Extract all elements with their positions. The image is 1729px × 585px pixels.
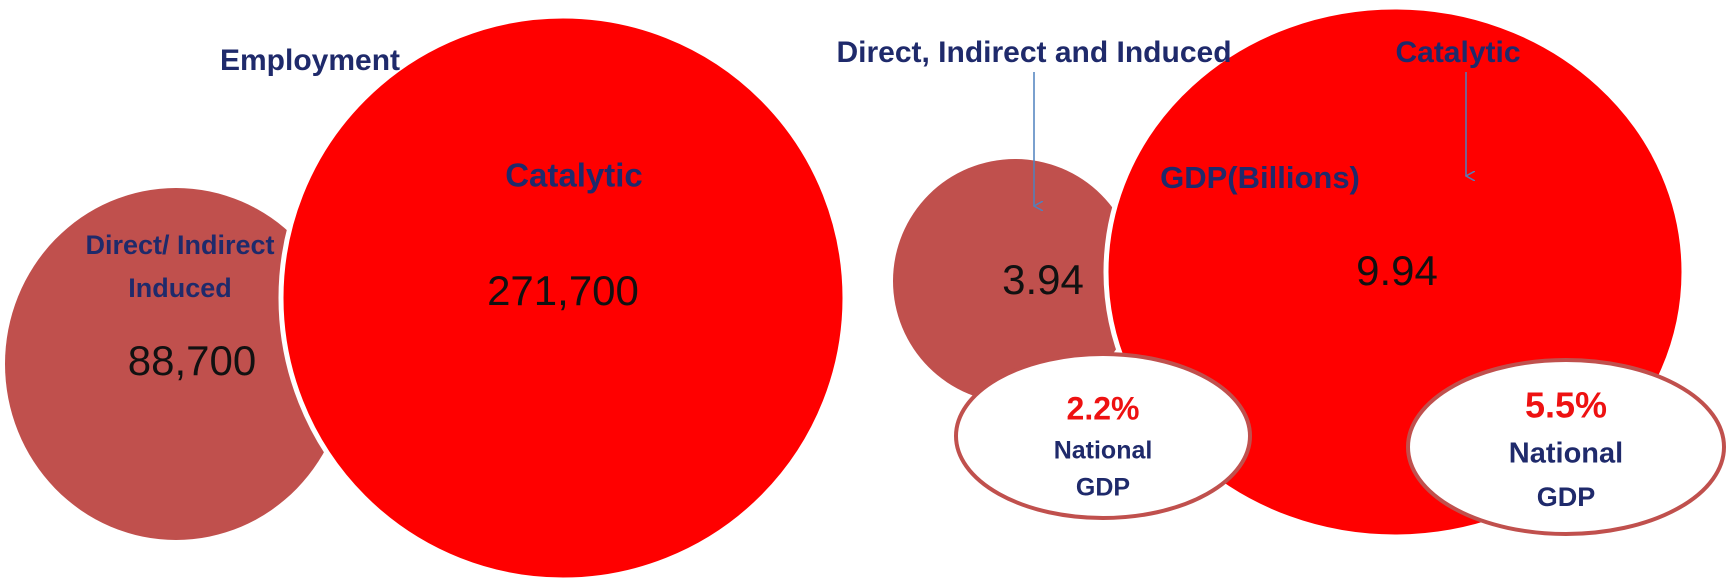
- share-badge: [954, 352, 1252, 520]
- direct-label: Direct, Indirect and Induced: [836, 36, 1231, 69]
- catalytic-value: 271,700: [487, 267, 639, 314]
- employment-title: Employment: [220, 44, 400, 77]
- direct-value: 88,700: [128, 337, 256, 384]
- share-label: GDP: [1076, 474, 1130, 502]
- share-label: National: [1054, 437, 1153, 465]
- direct-circle: [5, 188, 347, 540]
- direct-circle: [893, 159, 1137, 403]
- direct-label: Direct/ Indirect: [85, 230, 274, 260]
- catalytic-label: Catalytic: [505, 157, 643, 194]
- share-label: GDP: [1537, 482, 1596, 512]
- share-value: 5.5%: [1525, 385, 1607, 426]
- share-label: National: [1509, 438, 1623, 470]
- direct-label: Induced: [128, 273, 232, 303]
- share-badge: [1406, 358, 1726, 536]
- catalytic-label: Catalytic: [1395, 36, 1520, 69]
- gdp-title: GDP(Billions): [1160, 160, 1360, 195]
- share-value: 2.2%: [1067, 390, 1140, 426]
- catalytic-value: 9.94: [1356, 247, 1438, 294]
- direct-value: 3.94: [1002, 256, 1084, 303]
